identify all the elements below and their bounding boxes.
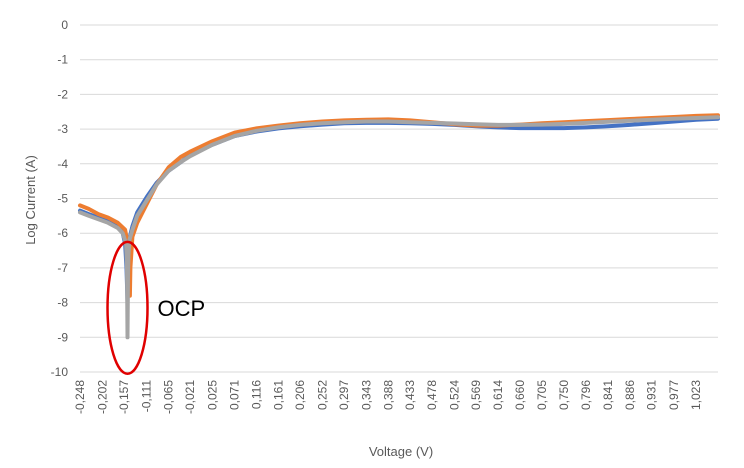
y-tick-label: -6 [57,226,68,240]
y-tick-label: -4 [57,157,68,171]
ocp-marker-ellipse [106,240,149,375]
x-tick-label: 1,023 [689,380,703,410]
annotations: OCP [106,240,206,375]
x-tick-label: 0,750 [557,380,571,410]
y-tick-label: 0 [61,18,68,32]
series-line-2 [78,113,720,298]
series-line-3 [78,115,720,340]
x-tick-label: 0,796 [579,380,593,410]
x-tick-label: 0,161 [271,380,285,410]
x-tick-label: 0,297 [337,380,351,410]
series-line-1 [78,116,720,305]
x-tick-label: 0,071 [228,380,242,410]
y-tick-label: -1 [57,53,68,67]
x-tick-label: -0,065 [162,380,176,414]
x-tick-label: 0,388 [381,380,395,410]
x-tick-label: -0,248 [73,380,87,414]
x-tick-label: 0,977 [667,380,681,410]
x-tick-label: 0,660 [513,380,527,410]
x-tick-label: -0,157 [117,380,131,414]
x-tick-label: 0,116 [249,380,263,409]
x-tick-label: 0,931 [645,380,659,410]
y-tick-label: -9 [57,330,68,344]
y-tick-label: -3 [57,122,68,136]
x-tick-label: 0,478 [425,380,439,410]
x-tick-label: 0,841 [601,380,615,410]
x-tick-label: 0,524 [447,380,461,410]
x-tick-label: 0,614 [491,380,505,410]
y-tick-label: -7 [57,261,68,275]
y-tick-label: -2 [57,87,68,101]
y-tick-label: -10 [51,365,69,379]
y-axis-title: Log Current (A) [23,155,38,245]
x-tick-label: -0,202 [95,380,109,414]
x-tick-label: -0,111 [139,380,153,413]
gridlines [80,24,718,373]
x-tick-label: -0,021 [183,380,197,414]
x-tick-label: 0,705 [535,380,549,410]
ocp-annotation-label: OCP [158,296,206,321]
x-tick-label: 0,343 [360,380,374,410]
x-tick-label: 0,433 [403,380,417,410]
x-tick-label: 0,569 [469,380,483,410]
y-tick-label: -8 [57,296,68,310]
series-lines [78,113,720,340]
x-tick-label: 0,206 [293,380,307,410]
x-tick-label: 0,886 [623,380,637,410]
x-tick-labels: -0,248 -0,202 -0,157 -0,111 -0,065 -0,021 0,02… [73,380,703,414]
y-tick-label: -5 [57,192,68,206]
x-tick-label: 0,025 [205,380,219,410]
x-axis-title: Voltage (V) [369,444,433,459]
y-tick-labels: 0 -1 -2 -3 -4 -5 -6 -7 -8 -9 -10 [51,18,69,379]
x-tick-label: 0,252 [315,380,329,410]
